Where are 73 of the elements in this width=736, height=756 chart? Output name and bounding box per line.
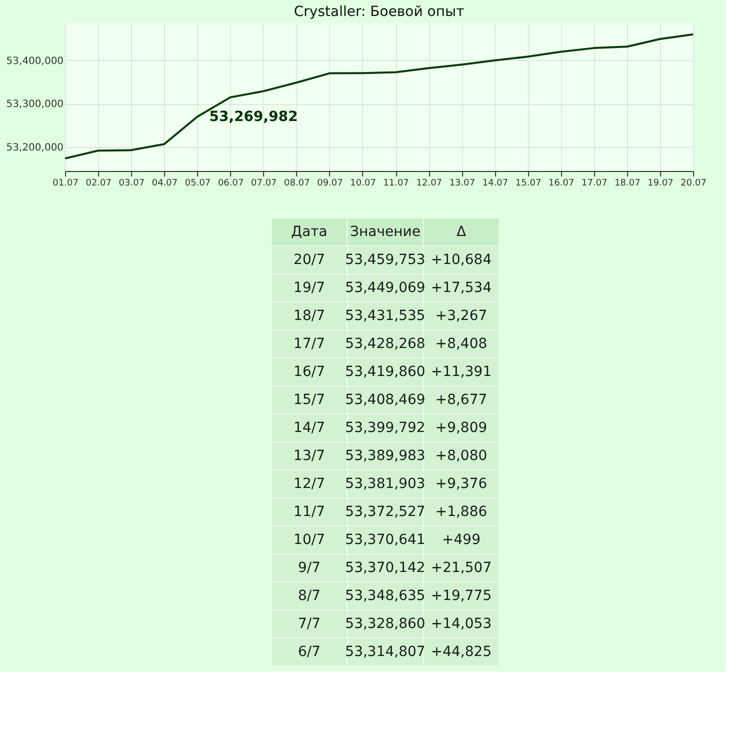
text: 10/7 [294, 532, 325, 548]
x-tick-label: 13.07 [449, 178, 476, 188]
x-tick-label: 09.07 [317, 178, 343, 188]
text: 53,428,268 [345, 336, 426, 352]
text: +9,376 [435, 476, 488, 492]
text: 8/7 [298, 588, 321, 604]
x-tick-label: 15.07 [515, 178, 542, 188]
text: +3,267 [435, 308, 488, 324]
x-tick-label: 14.07 [482, 178, 508, 188]
text: 15/7 [294, 392, 325, 408]
text: +44,825 [430, 644, 492, 660]
chart-title: Crystaller: Боевой опыт [294, 4, 464, 20]
x-tick-label: 11.07 [383, 178, 409, 188]
x-tick-label: 17.07 [582, 178, 608, 188]
text: +9,809 [435, 420, 488, 436]
x-tick-label: 18.07 [614, 178, 640, 188]
text: 18/7 [294, 308, 325, 324]
text: 53,328,860 [345, 616, 426, 632]
text: 53,372,527 [345, 504, 426, 520]
text: 53,449,069 [345, 280, 426, 296]
x-tick-label: 07.07 [250, 178, 277, 188]
x-tick-label: 10.07 [350, 178, 376, 188]
text: 20/7 [294, 252, 325, 268]
text: +499 [442, 532, 480, 548]
y-tick-label: 53,400,000 [6, 56, 64, 67]
text: 53,431,535 [345, 308, 426, 324]
x-tick-label: 08.07 [284, 178, 310, 188]
x-tick-label: 05.07 [184, 178, 211, 188]
text: 53,381,903 [345, 476, 426, 492]
text: +10,684 [430, 252, 492, 268]
x-tick-label: 16.07 [548, 178, 574, 188]
x-tick-label: 01.07 [52, 178, 78, 188]
category-label: Δ [456, 224, 466, 240]
annotation: 53,269,982 [209, 108, 298, 125]
text: 16/7 [294, 364, 325, 380]
text: +8,408 [435, 336, 488, 352]
text: 53,399,792 [345, 420, 426, 436]
text: 11/7 [294, 504, 325, 520]
text: 53,459,753 [345, 252, 426, 268]
text: 19/7 [294, 280, 325, 296]
x-tick-label: 06.07 [218, 178, 244, 188]
text: +17,534 [430, 280, 492, 296]
text: 53,389,983 [345, 448, 426, 464]
x-tick-label: 03.07 [118, 178, 145, 188]
text: +1,886 [435, 504, 488, 520]
text: 53,370,142 [345, 560, 426, 576]
text: 9/7 [298, 560, 321, 576]
text: +8,080 [435, 448, 488, 464]
text: 53,408,469 [345, 392, 426, 408]
category-label: Дата [291, 224, 328, 240]
x-tick-label: 20.07 [680, 178, 706, 188]
text: +11,391 [430, 364, 492, 380]
text: 53,314,807 [345, 644, 426, 660]
x-tick-label: 12.07 [416, 178, 442, 188]
text: +21,507 [430, 560, 492, 576]
x-tick-label: 19.07 [648, 178, 674, 188]
category-label: Значение [350, 224, 420, 240]
text: 14/7 [294, 420, 325, 436]
text: 7/7 [298, 616, 321, 632]
text: +8,677 [435, 392, 488, 408]
text: 13/7 [294, 448, 325, 464]
x-tick-label: 04.07 [152, 178, 178, 188]
y-tick-label: 53,300,000 [6, 99, 64, 110]
text: +14,053 [430, 616, 492, 632]
text: +19,775 [430, 588, 492, 604]
text: 53,419,860 [345, 364, 426, 380]
y-tick-label: 53,200,000 [6, 142, 64, 154]
x-tick-label: 02.07 [86, 178, 112, 188]
text: 17/7 [294, 336, 325, 352]
text: 12/7 [294, 476, 325, 492]
text: 53,370,641 [345, 532, 426, 548]
text: 6/7 [298, 644, 321, 660]
text: 53,348,635 [345, 588, 426, 604]
